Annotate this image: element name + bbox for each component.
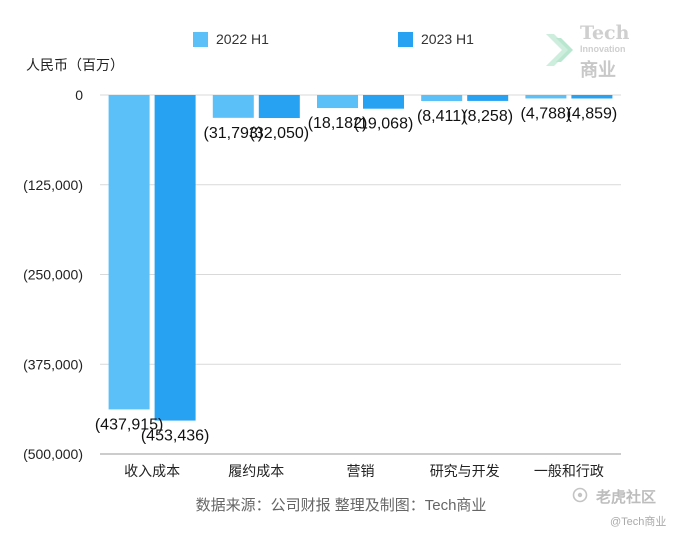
bar-2023 [154,95,196,421]
x-tick-label: 营销 [347,464,375,480]
bar-2023 [571,95,613,99]
data-label: (4,788) [521,105,572,122]
y-tick-label: 0 [75,87,83,103]
data-label: (19,068) [354,116,414,133]
data-labels: (437,915)(453,436) (31,793)(32,050)(18,18… [95,105,617,444]
data-label: (437,915) [95,416,164,433]
bar-2022 [421,95,463,102]
data-label: (4,859) [567,105,618,122]
x-tick-label: 收入成本 [124,464,180,480]
bars [108,95,613,421]
y-tick-label: (375,000) [23,356,83,372]
legend-label-2022: 2022 H1 [216,31,269,47]
legend-label-2023: 2023 H1 [421,31,474,47]
logo-text-cn: 商业 [580,60,616,80]
source-note: 数据来源：公司财报 整理及制图：Tech商业 [195,497,487,514]
legend-swatch-2023 [398,32,413,47]
data-label: (18,182) [308,115,368,132]
tiger-community-icon [572,487,588,503]
y-tick-label: (250,000) [23,267,83,283]
bar-2023 [363,95,404,109]
logo-text-tech: Tech [580,22,630,44]
bar-2022 [317,95,358,109]
watermark-handle: @Tech商业 [610,516,667,528]
bar-2022 [108,95,150,410]
x-tick-labels: 收入成本 履约成本 营销 研究与开发 一般和行政 [124,464,604,480]
legend-swatch-2022 [193,32,208,47]
data-label: (453,436) [141,428,210,445]
tech-logo: Tech Innovation 商业 [540,22,640,82]
chevron-logo-icon [546,34,573,66]
y-tick-label: (125,000) [23,177,83,193]
y-axis-label: 人民币（百万） [26,57,124,73]
data-label: (31,793) [204,125,264,142]
bar-2022 [212,95,254,118]
x-tick-label: 履约成本 [228,464,284,480]
bar-2023 [467,95,509,101]
data-label: (8,258) [462,108,513,125]
logo-text-innovation: Innovation [580,44,626,54]
bar-2023 [258,95,300,119]
data-label: (32,050) [250,125,310,142]
x-tick-label: 研究与开发 [430,464,500,480]
x-tick-label: 一般和行政 [534,464,604,480]
watermark-brand: 老虎社区 [596,489,657,506]
data-label: (8,411) [417,108,467,125]
y-tick-label: (500,000) [23,446,83,462]
y-tick-labels: 0 (125,000) (250,000) (375,000) (500,000) [23,87,83,462]
bar-2022 [525,95,567,99]
